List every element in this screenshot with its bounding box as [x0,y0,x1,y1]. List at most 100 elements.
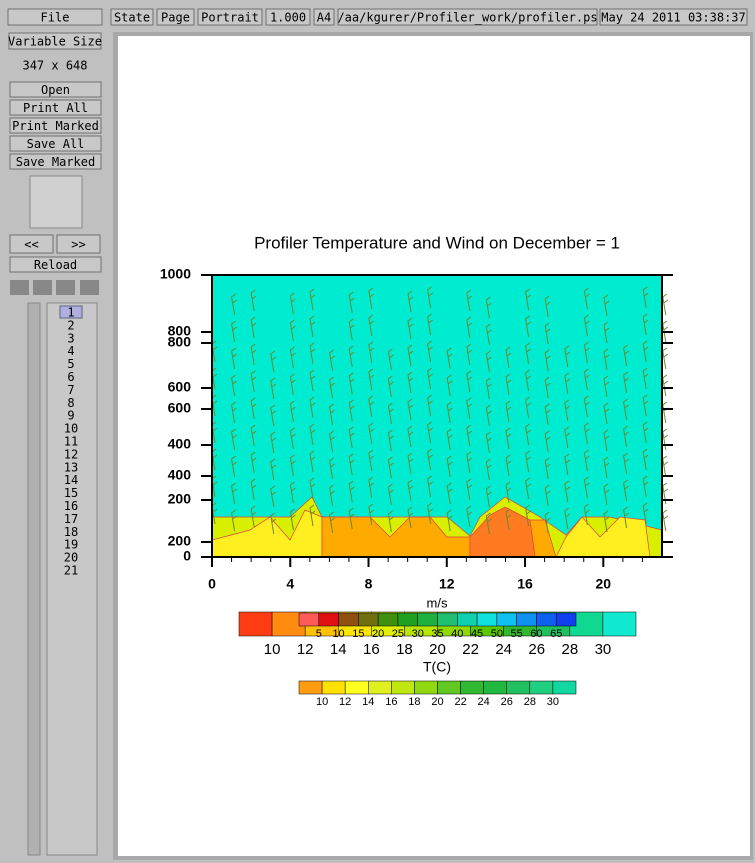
page-number[interactable]: 6 [67,370,74,384]
page-number[interactable]: 13 [64,460,78,474]
wind-barb [289,319,296,342]
wind-barb [525,450,531,473]
reload-button[interactable] [9,256,102,273]
colorbar-label: 10 [316,696,328,708]
wind-barb [231,347,237,370]
action-button[interactable] [9,117,102,134]
page-number[interactable]: 19 [64,538,78,552]
reload-button-label: Reload [34,258,77,272]
toolbar-file[interactable] [7,8,103,26]
page-number[interactable]: 14 [64,473,78,487]
wind-barb [231,455,237,478]
page-number[interactable]: 21 [64,564,78,578]
colorbar-label: 10 [264,641,281,658]
wind-barb [505,373,512,396]
action-button[interactable] [9,135,102,152]
scrollbar[interactable] [27,302,41,856]
wind-barb [505,454,512,477]
colorbar-label: 14 [362,696,374,708]
wind-barb [603,456,610,479]
wind-barb [466,424,473,447]
colorbar-label: 18 [396,641,413,658]
size-mode-label: Variable Size [8,35,102,49]
page-number[interactable]: 8 [67,396,74,410]
colorbar-box [536,612,557,627]
page-number[interactable]: 17 [64,512,78,526]
page-number[interactable]: 16 [64,499,78,513]
page-number[interactable]: 1 [67,306,74,320]
toolbar-paper[interactable] [313,8,335,26]
page-number[interactable]: 12 [64,447,78,461]
page-number[interactable]: 15 [64,486,78,500]
wind-barb [603,375,610,398]
colorbar-box [298,612,320,627]
x-tick-label: 20 [596,576,612,592]
wind-barb [427,340,433,363]
icon[interactable] [33,280,52,295]
action-button[interactable] [9,81,102,98]
page-number[interactable]: 18 [64,525,78,539]
wind-barb [564,372,571,395]
wind-barb [525,396,531,419]
wind-barb [289,427,296,450]
size-mode[interactable] [8,32,102,50]
page-list [46,302,98,856]
page-number[interactable]: 10 [64,422,78,436]
wind-barb [642,394,649,417]
page-number[interactable]: 9 [67,409,74,423]
wind-barb [623,452,629,475]
wind-barb [289,508,296,531]
wind-barb [250,316,257,339]
wind-barb [348,345,355,368]
wind-barb [348,399,355,422]
wind-barb [289,400,296,423]
colorbar-box [483,680,507,695]
toolbar-path[interactable] [337,8,598,26]
colorbar-box [457,612,478,627]
toolbar-paper-label: A4 [317,11,331,25]
wind-barb [329,403,335,426]
colorbar-label: 24 [495,641,512,658]
page-number[interactable]: 11 [64,435,78,449]
wind-barb [583,341,590,364]
wind-barb [583,422,590,445]
wind-barb [427,421,433,444]
icon[interactable] [10,280,29,295]
wind-barb [446,374,453,397]
page-number[interactable]: 7 [67,383,74,397]
icon[interactable] [80,280,99,295]
wind-barb [564,399,571,422]
toolbar-date[interactable] [599,8,748,26]
wind-barb [583,395,590,418]
wind-barb [603,402,610,425]
toolbar-scale[interactable] [265,8,311,26]
wind-barb [427,475,433,498]
prev-button-label: << [24,238,38,252]
wind-barb [348,372,355,395]
wind-barb [466,478,473,501]
toolbar-page[interactable] [156,8,195,26]
page-number[interactable]: 20 [64,551,78,565]
toolbar-orientation[interactable] [197,8,263,26]
page-number[interactable]: 2 [67,318,74,332]
page-number[interactable]: 4 [67,344,74,358]
wind-barb [623,371,629,394]
page-number[interactable]: 3 [67,331,74,345]
icon[interactable] [56,280,75,295]
toolbar-file-label: File [41,11,70,25]
wind-barb [466,289,473,312]
action-button[interactable] [9,99,102,116]
colorbar-box [476,612,498,627]
wind-barb [466,316,473,339]
action-button[interactable] [9,153,102,170]
x-tick-label: 8 [365,576,373,592]
wind-barb [642,340,649,363]
page-number[interactable]: 5 [67,357,74,371]
next-button[interactable] [56,234,101,254]
prev-button[interactable] [9,234,54,254]
wind-barb [427,394,433,417]
wind-barb [446,482,453,505]
toolbar-state[interactable] [110,8,154,26]
toolbar-page-label: Page [161,11,190,25]
wind-barb [623,479,629,502]
